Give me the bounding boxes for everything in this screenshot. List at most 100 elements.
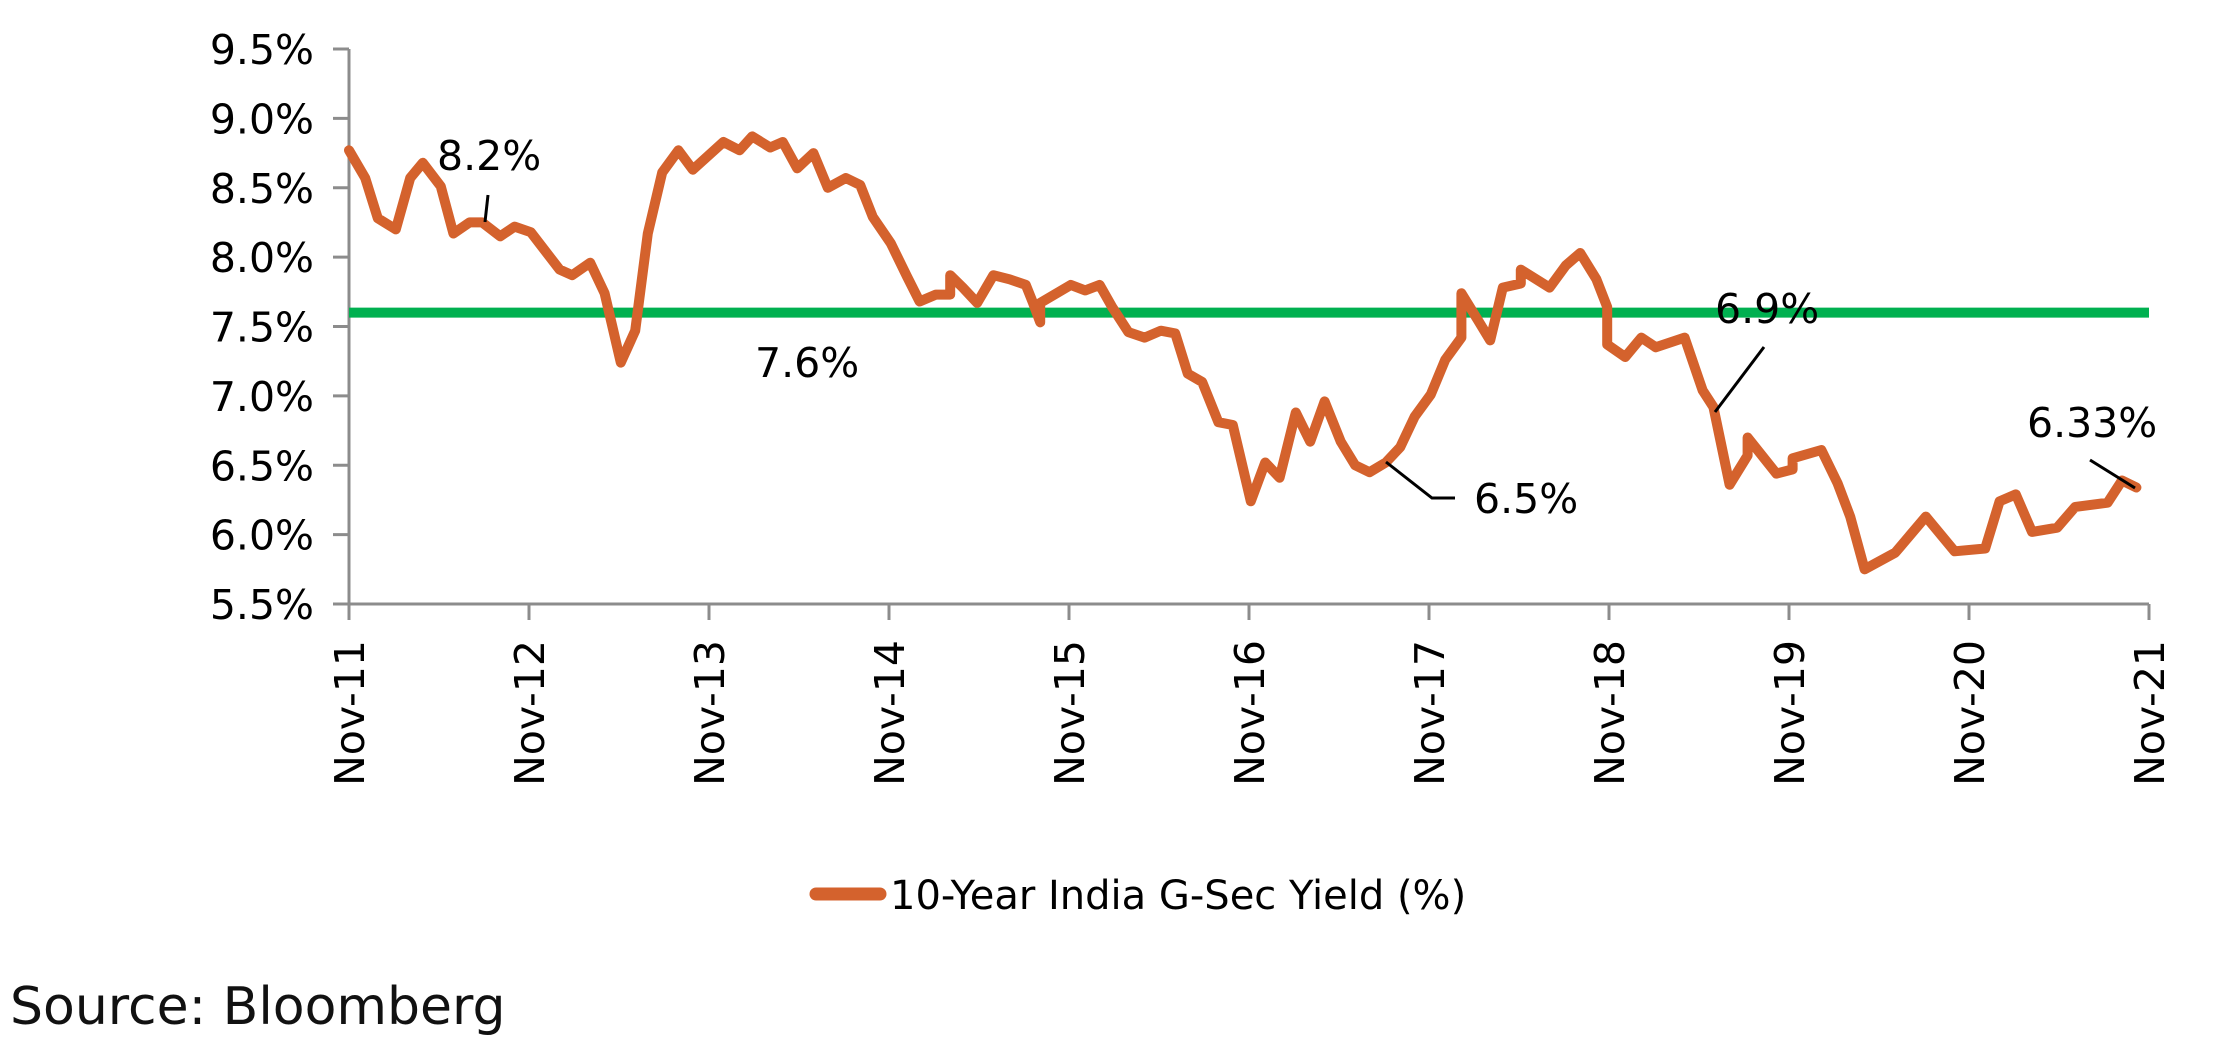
- series-point: [919, 301, 920, 302]
- series-point: [1747, 437, 1748, 438]
- series-point: [1175, 333, 1176, 334]
- series-point: [1985, 548, 1986, 549]
- series-point: [813, 153, 814, 154]
- series-point: [1085, 290, 1086, 291]
- series-point: [365, 178, 366, 179]
- series-point: [890, 243, 891, 244]
- series-point: [514, 226, 515, 227]
- series-point: [1445, 359, 1446, 360]
- y-tick-label: 6.0%: [210, 512, 314, 560]
- series-point: [410, 178, 411, 179]
- series-point: [1520, 269, 1521, 270]
- series-point: [1128, 332, 1129, 333]
- series-point: [1596, 279, 1597, 280]
- series-point: [723, 141, 724, 142]
- series-point: [1684, 337, 1685, 338]
- series-point: [1520, 283, 1521, 284]
- series-point: [1549, 287, 1550, 288]
- series-point: [1009, 279, 1010, 280]
- series-point: [860, 184, 861, 185]
- series-point: [1490, 340, 1491, 341]
- series-point: [1202, 382, 1203, 383]
- series-point: [1232, 425, 1233, 426]
- series-point: [1713, 406, 1714, 407]
- annotation-leader-line: [483, 194, 490, 223]
- series-point: [530, 232, 531, 233]
- series-point: [950, 275, 951, 276]
- series-point: [739, 150, 740, 151]
- series-point: [1040, 302, 1041, 303]
- legend-label: 10-Year India G-Sec Yield (%): [890, 873, 1466, 919]
- annotation-label-6-9: 6.9%: [1715, 285, 1819, 333]
- series-point: [935, 294, 936, 295]
- x-tick-label: Nov-14: [866, 640, 914, 786]
- series-point: [572, 275, 573, 276]
- series-point: [2136, 487, 2137, 488]
- series-point: [2032, 531, 2033, 532]
- series-point: [1729, 484, 1730, 485]
- series-point: [1070, 284, 1071, 285]
- series-point: [1250, 501, 1251, 502]
- x-tick-label: Nov-17: [1406, 640, 1454, 786]
- series-line-gsec-yield: [344, 131, 2142, 575]
- source-note: Source: Bloomberg: [10, 977, 506, 1037]
- y-tick-label: 5.5%: [210, 581, 314, 629]
- annotation-label-6-5: 6.5%: [1474, 475, 1578, 523]
- series-point: [1747, 455, 1748, 456]
- series-point: [827, 187, 828, 188]
- series-point: [635, 330, 636, 331]
- series-point: [422, 162, 423, 163]
- series-point: [1641, 337, 1642, 338]
- x-tick-label: Nov-20: [1946, 640, 1994, 786]
- series-point: [1565, 265, 1566, 266]
- series-point: [1218, 422, 1219, 423]
- series-point: [1112, 307, 1113, 308]
- x-axis-ticks: Nov-11 Nov-12 Nov-13 Nov-14 Nov-15 Nov-16 Nov-…: [326, 604, 2174, 786]
- series-point: [1625, 357, 1626, 358]
- x-tick-label: Nov-16: [1226, 640, 1274, 786]
- series-point: [1792, 458, 1793, 459]
- annotation-label-7-6: 7.6%: [755, 339, 859, 387]
- series-point: [559, 269, 560, 270]
- series-point: [1160, 330, 1161, 331]
- series-point: [2075, 506, 2076, 507]
- x-tick-label: Nov-13: [686, 640, 734, 786]
- series-point: [2015, 494, 2016, 495]
- series-point: [977, 302, 978, 303]
- series-point: [500, 236, 501, 237]
- y-tick-label: 6.5%: [210, 442, 314, 490]
- series-point: [1837, 483, 1838, 484]
- series-point: [782, 141, 783, 142]
- series-point: [907, 276, 908, 277]
- series-point: [1999, 501, 2000, 502]
- series-point: [1265, 462, 1266, 463]
- annotation-label-6-33: 6.33%: [2027, 399, 2157, 447]
- series-point: [1776, 473, 1777, 474]
- series-point: [590, 262, 591, 263]
- series-point: [440, 186, 441, 187]
- series-point: [1295, 412, 1296, 413]
- series-point: [395, 229, 396, 230]
- x-tick-label: Nov-19: [1766, 640, 1814, 786]
- series-point: [1607, 307, 1608, 308]
- x-tick-label: Nov-15: [1046, 640, 1094, 786]
- series-point: [770, 147, 771, 148]
- series-point: [604, 293, 605, 294]
- legend: 10-Year India G-Sec Yield (%): [809, 873, 1466, 919]
- annotation-leader-line: [1713, 346, 1766, 413]
- annotation-leader-line: [1385, 460, 1455, 500]
- series-point: [752, 136, 753, 137]
- y-tick-label: 7.5%: [210, 304, 314, 352]
- x-tick-label: Nov-21: [2126, 640, 2174, 786]
- series-point: [1607, 344, 1608, 345]
- x-tick-label: Nov-18: [1586, 640, 1634, 786]
- series-point: [620, 362, 621, 363]
- series-point: [1430, 394, 1431, 395]
- annotation-label-8-2: 8.2%: [437, 132, 541, 180]
- series-point: [1461, 337, 1462, 338]
- series-point: [1895, 552, 1896, 553]
- series-point: [1324, 401, 1325, 402]
- series-point: [1144, 337, 1145, 338]
- series-point: [1850, 516, 1851, 517]
- series-point: [1925, 516, 1926, 517]
